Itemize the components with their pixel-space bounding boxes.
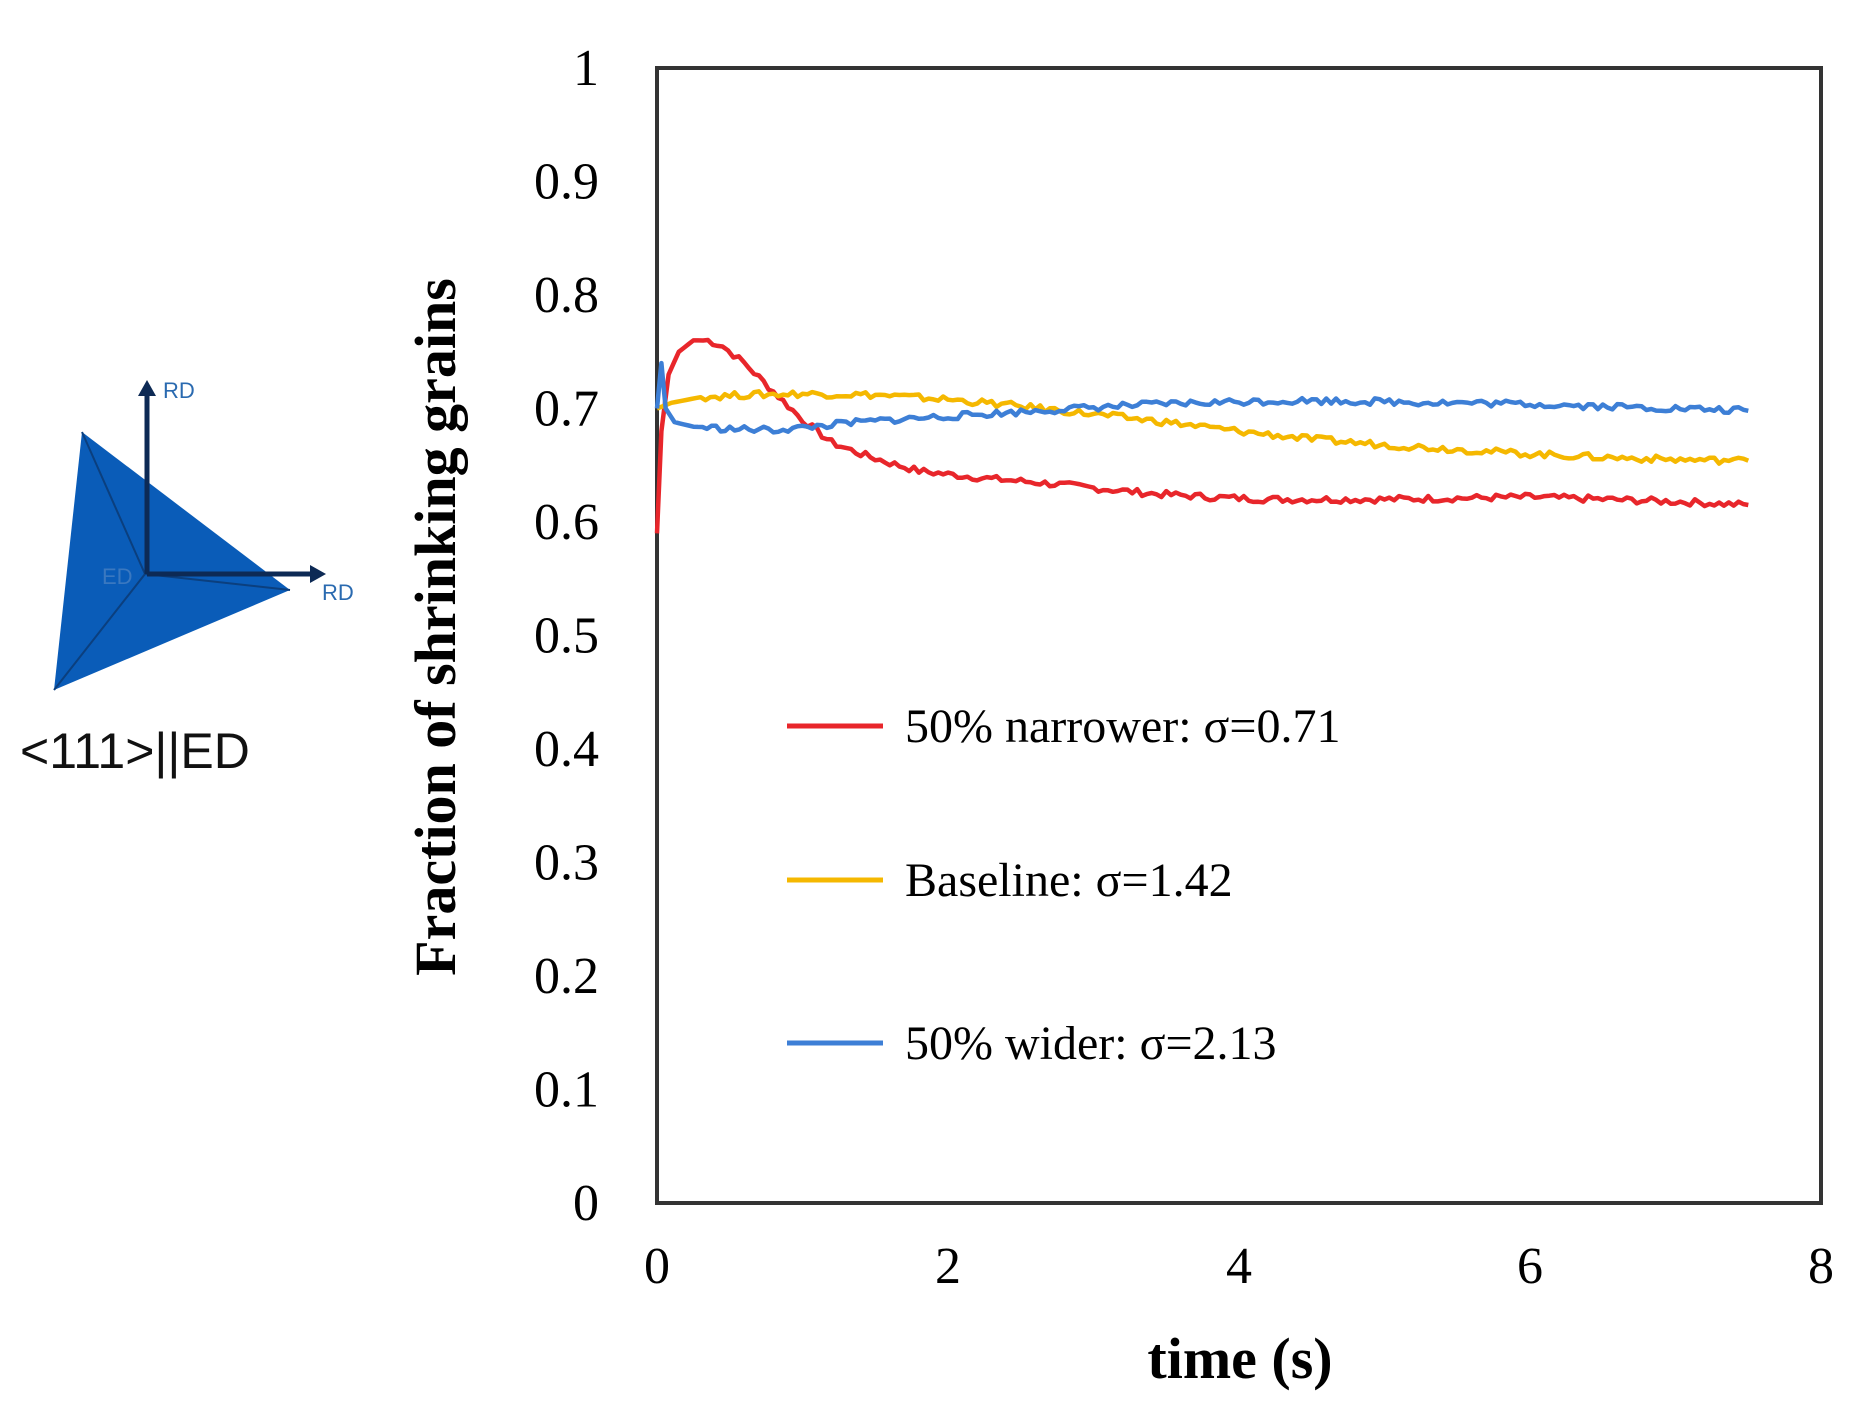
y-tick-label: 0.5: [534, 608, 599, 665]
legend: 50% narrower: σ=0.71 Baseline: σ=1.42 50% …: [787, 700, 1341, 1070]
y-tick-label: 0.8: [534, 267, 599, 324]
y-tick-label: 0.9: [534, 154, 599, 211]
x-axis-title: time (s): [1147, 1326, 1332, 1391]
inset-rd-right-label: RD: [322, 580, 354, 605]
y-tick-label: 0.7: [534, 381, 599, 438]
y-tick-label: 0.3: [534, 835, 599, 892]
y-tick-label: 1: [573, 40, 599, 97]
x-tick-label: 4: [1226, 1238, 1252, 1295]
inset-tetrahedron-edge: [144, 573, 291, 591]
legend-label: 50% wider: σ=2.13: [905, 1017, 1277, 1070]
plot-area-frame: [655, 66, 1823, 1205]
y-tick-label: 0: [573, 1175, 599, 1232]
series-line: [654, 360, 1749, 435]
inset-vertical-arrowhead: [138, 380, 156, 396]
x-axis: 0 2 4 6 8: [644, 1238, 1834, 1295]
inset-rd-top-label: RD: [163, 378, 195, 403]
x-tick-label: 0: [644, 1238, 670, 1295]
y-tick-label: 0.4: [534, 721, 599, 778]
x-tick-label: 2: [935, 1238, 961, 1295]
legend-label: 50% narrower: σ=0.71: [905, 700, 1341, 753]
x-tick-label: 8: [1808, 1238, 1834, 1295]
y-tick-label: 0.6: [534, 494, 599, 551]
inset-ed-label: ED: [102, 564, 133, 589]
series-line: [654, 337, 1749, 534]
series-line: [656, 389, 1750, 466]
y-axis: 0 0.1 0.2 0.3 0.4 0.5 0.6 0.7 0.8 0.9 1: [534, 40, 599, 1232]
inset-caption: <111>||ED: [20, 723, 250, 779]
y-tick-label: 0.2: [534, 948, 599, 1005]
inset-horizontal-arrowhead: [310, 565, 326, 583]
y-axis-title: Fraction of shrinking grains: [403, 278, 468, 976]
inset-orientation-diagram: RD RD ED <111>||ED: [20, 378, 354, 779]
legend-label: Baseline: σ=1.42: [905, 854, 1233, 907]
y-tick-label: 0.1: [534, 1062, 599, 1119]
inset-tetrahedron-edge: [53, 573, 146, 691]
x-tick-label: 6: [1517, 1238, 1543, 1295]
inset-tetrahedron-edge: [81, 431, 146, 575]
series-group: [654, 337, 1750, 534]
inset-tetrahedron-shape: [54, 432, 290, 690]
